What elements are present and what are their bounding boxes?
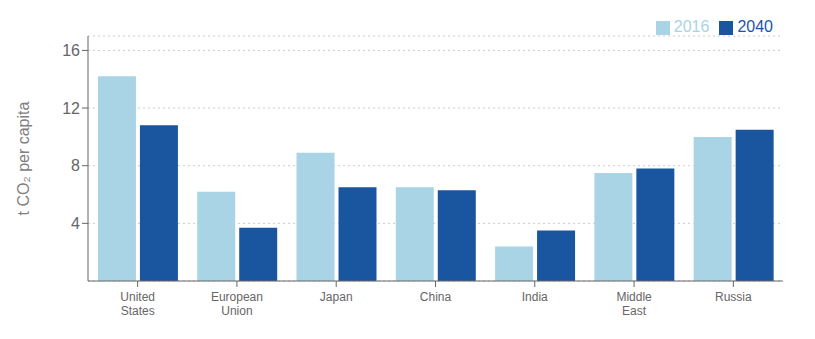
svg-text:EuropeanUnion: EuropeanUnion [211, 290, 263, 318]
html-text:2040: 2040 [737, 18, 773, 35]
svg-text:Russia: Russia [715, 290, 752, 304]
svg-text:t CO₂ per capita: t CO₂ per capita [15, 101, 32, 215]
svg-text:16: 16 [62, 42, 80, 59]
html-text:2016: 2016 [673, 18, 710, 35]
svg-text:India: India [522, 290, 548, 304]
svg-text:MiddleEast: MiddleEast [616, 290, 652, 318]
svg-text:4: 4 [71, 215, 80, 232]
svg-text:12: 12 [62, 100, 80, 117]
svg-text:Japan: Japan [320, 290, 353, 304]
svg-text:China: China [420, 290, 452, 304]
svg-text:UnitedStates: UnitedStates [120, 290, 155, 318]
svg-text:8: 8 [71, 157, 80, 174]
